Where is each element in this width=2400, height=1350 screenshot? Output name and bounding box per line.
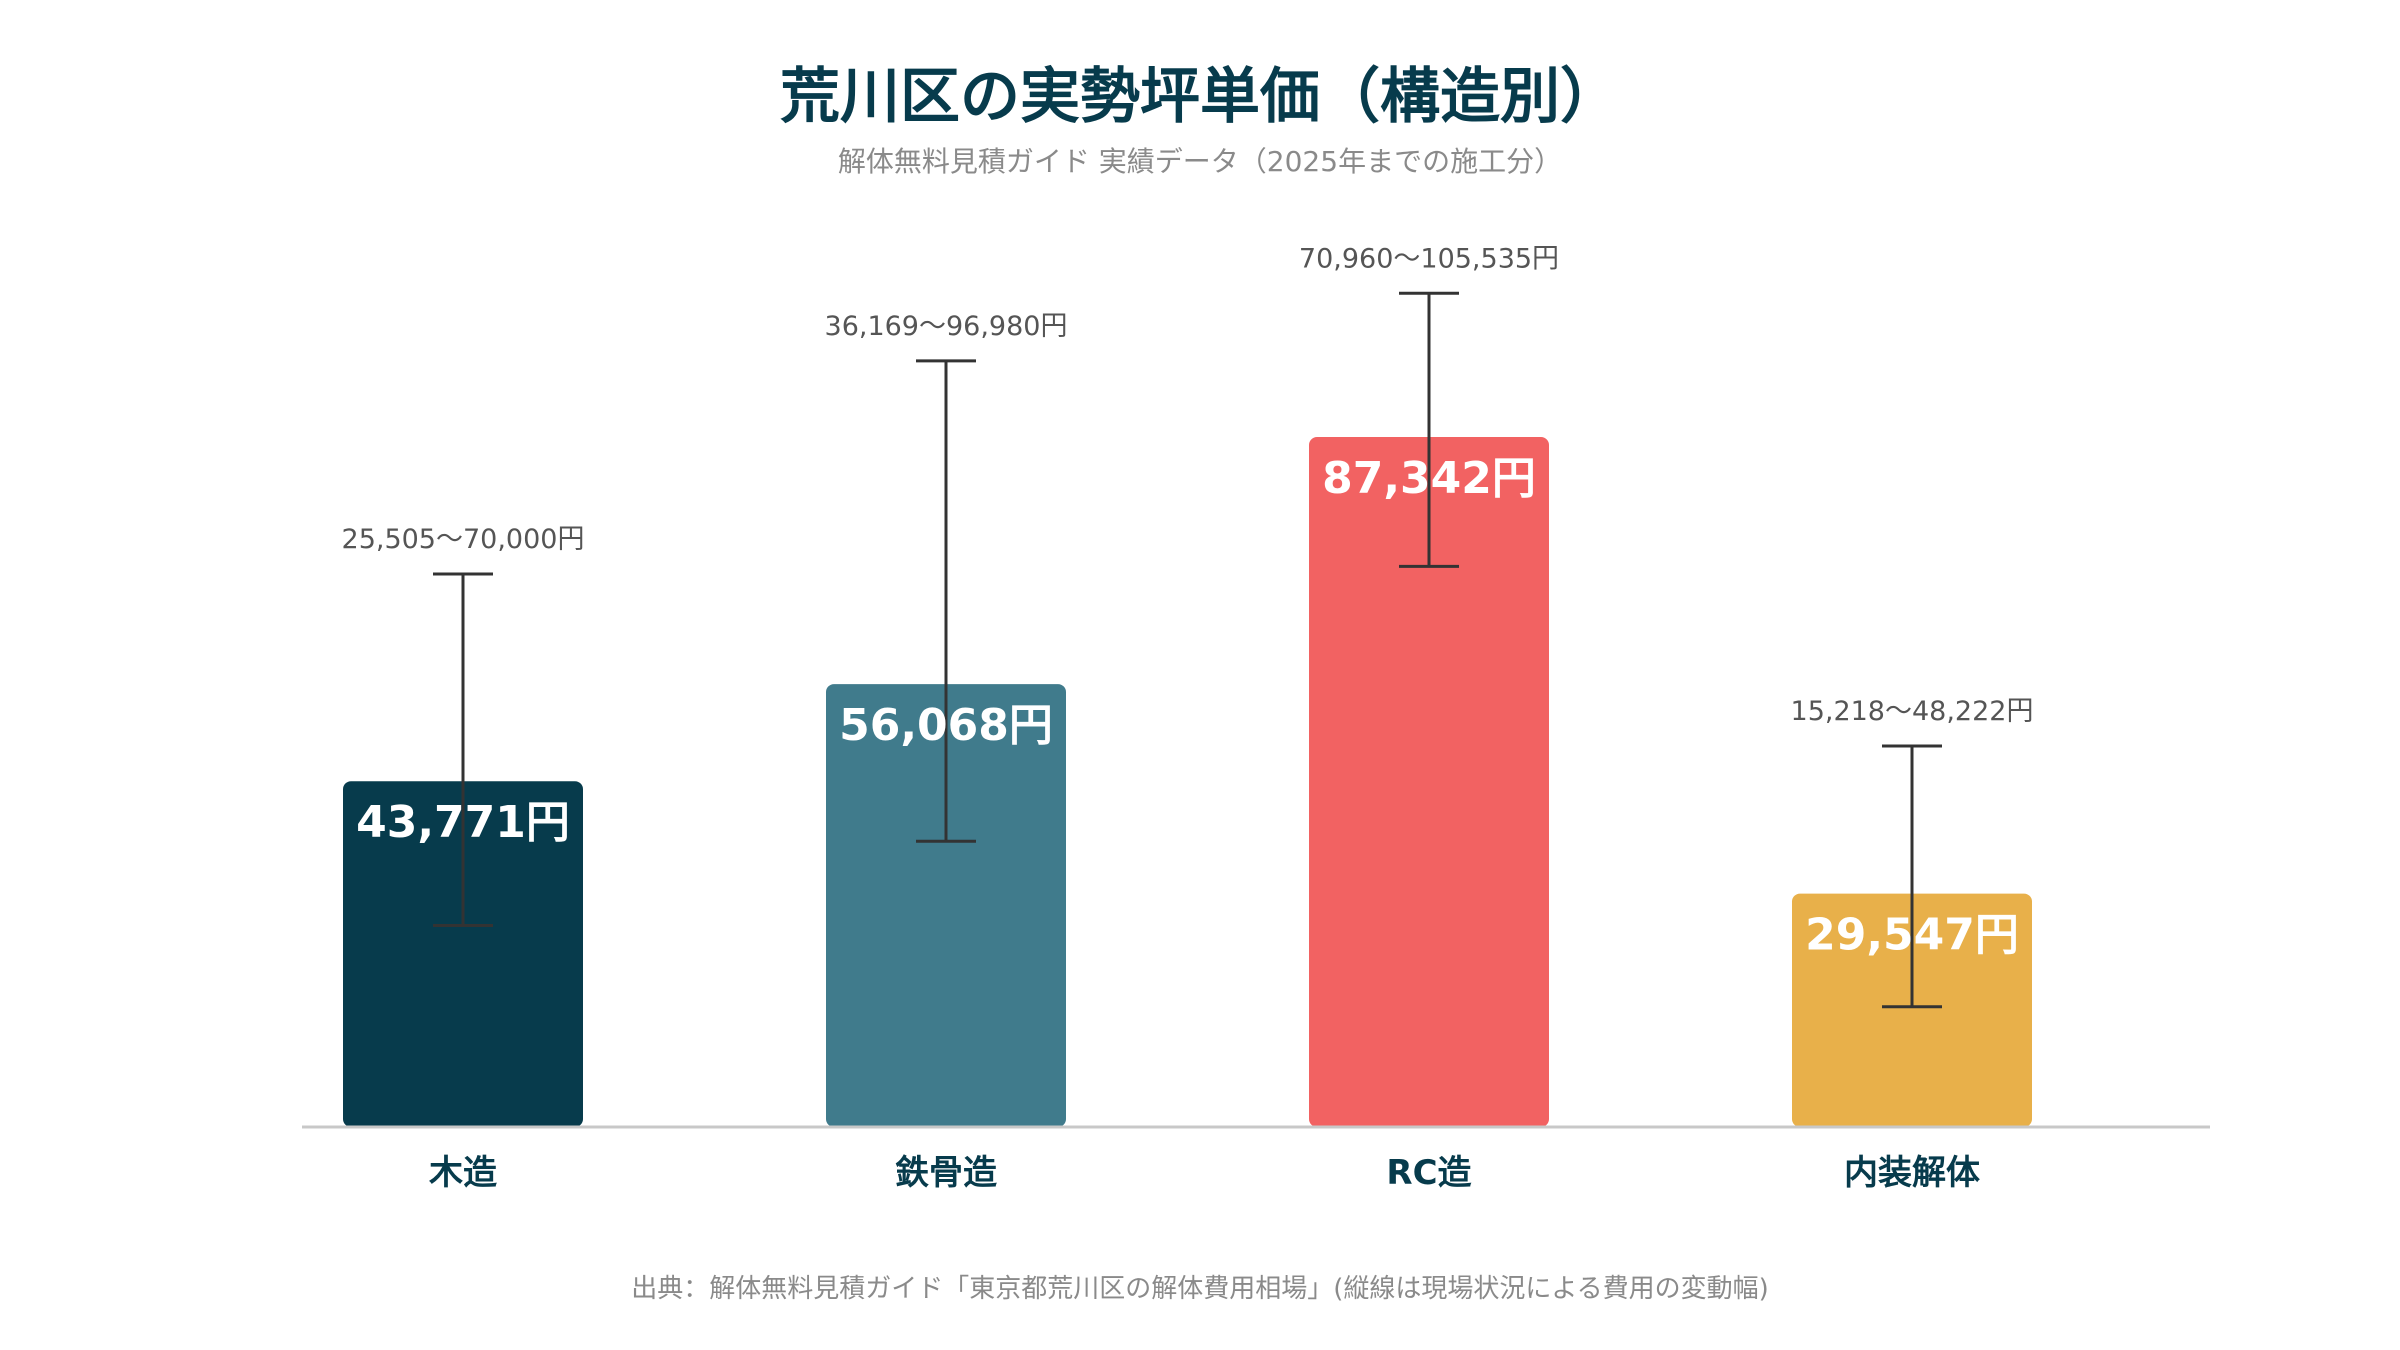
category-label-1: 木造	[428, 1153, 497, 1193]
range-label-3: 70,960〜105,535円	[1299, 243, 1559, 274]
chart-subtitle: 解体無料見積ガイド 実績データ（2025年までの施工分）	[837, 145, 1563, 178]
error-bars-group	[433, 291, 1942, 1009]
bar-1	[343, 781, 583, 1127]
category-label-3: RC造	[1386, 1153, 1471, 1193]
bar-value-label-3: 87,342円	[1322, 453, 1536, 504]
chart-title: 荒川区の実勢坪単価（構造別）	[780, 62, 1620, 132]
bar-value-label-2: 56,068円	[839, 700, 1053, 751]
range-label-1: 25,505〜70,000円	[342, 524, 585, 555]
bar-2	[826, 684, 1066, 1127]
bar-4	[1792, 893, 2032, 1127]
bars-group	[343, 436, 2032, 1128]
range-label-4: 15,218〜48,222円	[1791, 696, 2034, 727]
source-footnote: 出典：解体無料見積ガイド「東京都荒川区の解体費用相場」(縦線は現場状況による費用…	[631, 1274, 1769, 1304]
bar-value-label-1: 43,771円	[356, 797, 570, 848]
range-label-2: 36,169〜96,980円	[825, 311, 1068, 342]
bar-value-label-4: 29,547円	[1805, 910, 2019, 961]
category-label-2: 鉄骨造	[895, 1153, 997, 1193]
category-label-4: 内装解体	[1844, 1153, 1980, 1193]
bar-3	[1309, 436, 1549, 1128]
